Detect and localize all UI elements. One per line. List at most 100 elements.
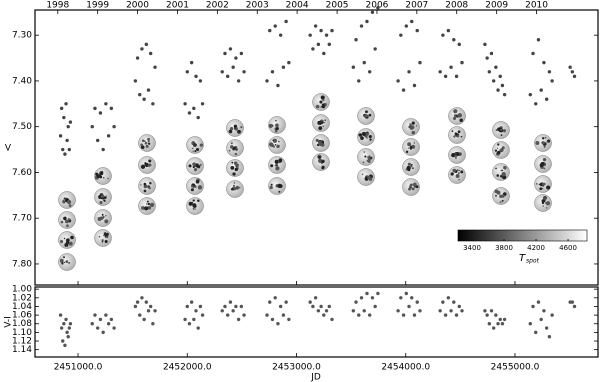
spot-map-spot [322,98,325,102]
data-point [550,313,554,317]
x-tick-label: 2453000.0 [272,363,321,373]
data-point [399,33,403,37]
data-point [200,313,205,317]
top-x-tick-label: 1998 [46,1,69,11]
spot-map-spot [144,206,149,211]
spot-map-spot [535,140,540,145]
data-point [446,28,451,33]
y-tick-label: 1.04 [12,302,32,312]
y-tick-label: 7.50 [12,122,32,132]
spot-map-spot [278,158,283,163]
data-point [66,334,70,339]
data-point [96,326,100,330]
data-point [547,70,552,74]
spot-map-spot [149,182,152,185]
data-point [223,304,227,309]
data-point [187,322,192,326]
spot-map-spot [240,126,243,129]
spot-map-spot [322,125,324,127]
data-point [93,313,97,317]
spot-map-spot [195,148,200,152]
top-x-tick-label: 2001 [166,1,189,11]
top-x-tick-label: 2006 [366,1,389,11]
y-tick-label: 1.02 [12,293,32,303]
data-point [500,322,505,326]
data-point [483,309,487,313]
spot-map-spot [149,202,155,207]
data-point [265,79,269,83]
data-point [494,313,498,317]
spot-map-spot [496,190,501,195]
data-point [362,309,366,313]
spot-map-spot [411,130,416,135]
data-point [415,28,419,33]
data-point [151,322,155,326]
spot-map-spot [410,163,413,166]
data-point [498,317,502,322]
spot-map-spot [452,168,457,173]
data-point [64,102,68,106]
data-point [547,334,552,339]
data-point [239,51,244,56]
x-tick-label: 2454000.0 [381,363,430,373]
data-point [153,309,157,313]
data-point [316,309,321,313]
x-axis-label: JD [310,373,321,382]
spot-map-spot [408,147,410,149]
data-point [452,300,456,304]
data-point [90,322,94,326]
x-tick-label: 2451000.0 [54,363,103,373]
spot-map-spot [197,185,203,190]
data-point [322,313,326,317]
spot-map-spot [140,164,146,169]
data-point [536,38,541,42]
spot-map-spot [321,103,325,107]
spot-map-spot [230,142,233,145]
x-tick-label: 2452000.0 [163,363,212,373]
data-point [268,300,272,304]
spot-map-spot [361,131,366,137]
data-point [544,97,549,101]
spot-map-spot [503,166,507,170]
data-point [104,313,108,317]
y-tick-label: 7.80 [12,259,32,269]
data-point [151,102,155,106]
spot-map-spot [541,137,545,140]
data-point [144,300,149,304]
data-point [460,60,464,65]
spot-map-spot [103,199,106,202]
spot-map-spot [144,141,148,145]
spot-map-spot [365,110,368,114]
data-point [496,88,500,92]
spot-map-spot [107,177,109,180]
data-point [189,300,194,304]
data-point [61,339,65,343]
spot-map-spot [320,95,325,100]
spot-map-spot [194,208,196,210]
data-point [316,42,321,47]
spot-map-spot [274,144,277,146]
spot-map-spot [275,123,277,126]
spot-map-spot [234,167,238,172]
data-point [354,300,358,304]
data-point [183,102,187,106]
data-point [410,296,414,300]
data-point [59,326,64,330]
data-point [198,304,203,309]
spot-map-spot [147,205,152,210]
spot-map-spot [318,126,323,131]
data-point [327,42,331,47]
data-point [359,24,364,28]
spot-map-spot [411,121,415,125]
data-point [194,74,198,79]
spot-map-spot [409,147,412,150]
data-point [65,330,69,335]
data-point [370,296,375,300]
spot-map-spot [191,147,194,150]
spot-map-spot [229,126,234,131]
spot-map-spot [271,144,275,148]
spot-map-spot [140,143,143,147]
spot-map-spot [542,205,544,207]
spot-map-spot [546,140,549,143]
